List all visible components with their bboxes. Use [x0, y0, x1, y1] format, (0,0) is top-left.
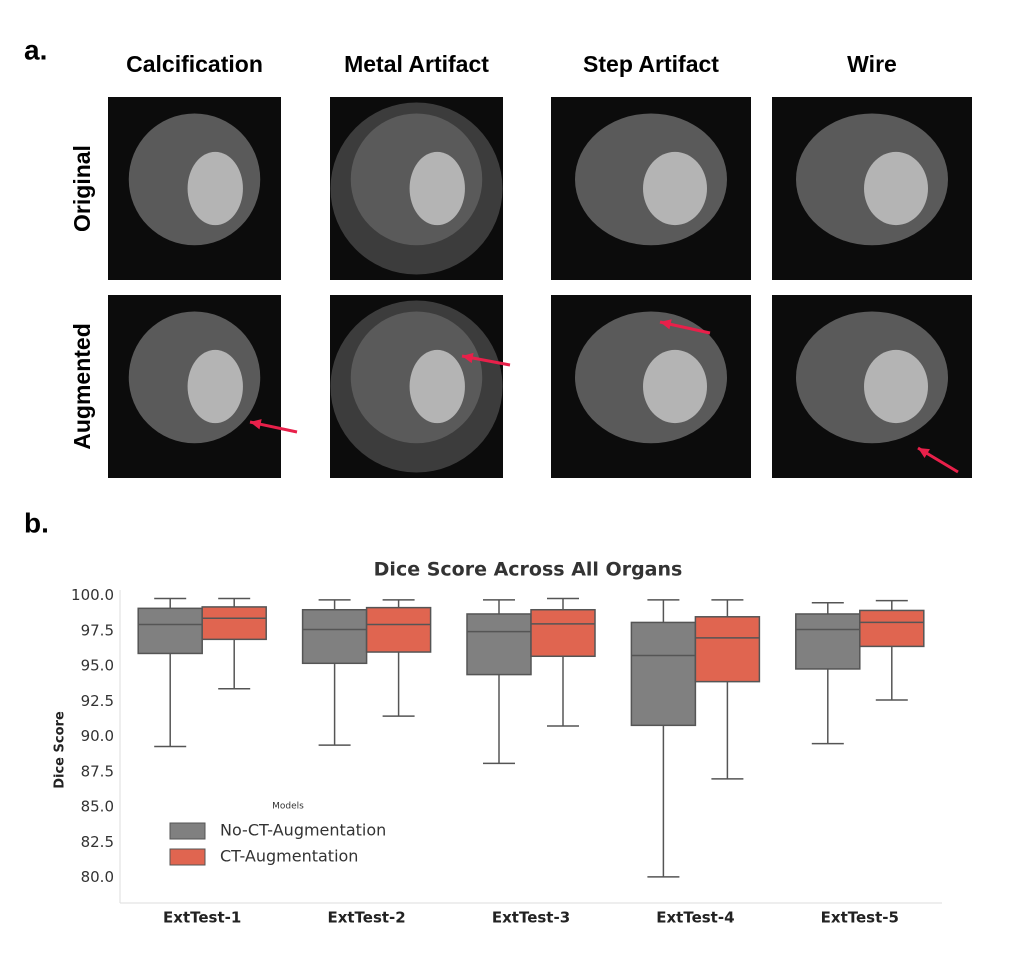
y-tick-label: 95.0 — [81, 657, 114, 675]
x-tick-label: ExtTest-3 — [492, 909, 570, 927]
ct-chamber — [409, 349, 465, 424]
box — [694, 616, 761, 683]
legend-label: No-CT-Augmentation — [220, 821, 386, 840]
column-title: Wire — [847, 51, 897, 77]
y-tick-label: 97.5 — [81, 621, 114, 639]
ct-chamber — [643, 151, 707, 226]
arrow-head — [918, 448, 930, 459]
column-title: Step Artifact — [583, 51, 719, 77]
ct-chamber — [643, 349, 707, 424]
y-tick-label: 92.5 — [81, 692, 114, 710]
y-tick-label: 90.0 — [81, 727, 114, 745]
box — [530, 608, 596, 658]
ct-chamber — [864, 151, 928, 226]
arrow-head — [660, 319, 672, 330]
legend-swatch — [169, 822, 206, 840]
ct-chamber — [187, 151, 243, 226]
legend-label: CT-Augmentation — [220, 847, 358, 866]
legend-swatch — [169, 848, 206, 866]
box — [365, 606, 432, 653]
x-tick-label: ExtTest-4 — [656, 909, 734, 927]
y-tick-label: 82.5 — [81, 833, 114, 851]
column-title: Metal Artifact — [344, 51, 489, 77]
panel-label: b. — [24, 507, 49, 538]
plot-area: 100.0 97.5 95.0 92.5 90.0 87.5 85.0 82.5 80.0 Ext… — [71, 586, 925, 927]
row-label: Augmented — [69, 323, 95, 450]
box — [201, 606, 267, 641]
image-grid — [108, 97, 972, 478]
x-tick-label: ExtTest-5 — [821, 909, 899, 927]
x-tick-label: ExtTest-2 — [327, 909, 405, 927]
box — [859, 609, 925, 648]
box — [466, 613, 532, 676]
ct-chamber — [409, 151, 465, 226]
arrow-head — [462, 352, 474, 364]
chart-title: Dice Score Across All Organs — [374, 559, 683, 581]
row-label: Original — [69, 145, 95, 232]
y-tick-label: 87.5 — [81, 762, 114, 780]
y-tick-label: 100.0 — [71, 586, 114, 604]
box — [795, 613, 861, 670]
y-tick-label: 85.0 — [81, 798, 114, 816]
box — [301, 608, 368, 665]
x-tick-label: ExtTest-1 — [163, 909, 241, 927]
box — [630, 621, 697, 727]
box — [137, 607, 203, 655]
column-title: Calcification — [126, 51, 263, 77]
ct-chamber — [864, 349, 928, 424]
panel-label: a. — [24, 34, 47, 65]
y-tick-label: 80.0 — [81, 868, 114, 886]
legend-title: Models — [272, 802, 304, 812]
arrow-head — [250, 419, 262, 430]
ct-chamber — [187, 349, 243, 424]
y-axis-label: Dice Score — [53, 711, 68, 789]
